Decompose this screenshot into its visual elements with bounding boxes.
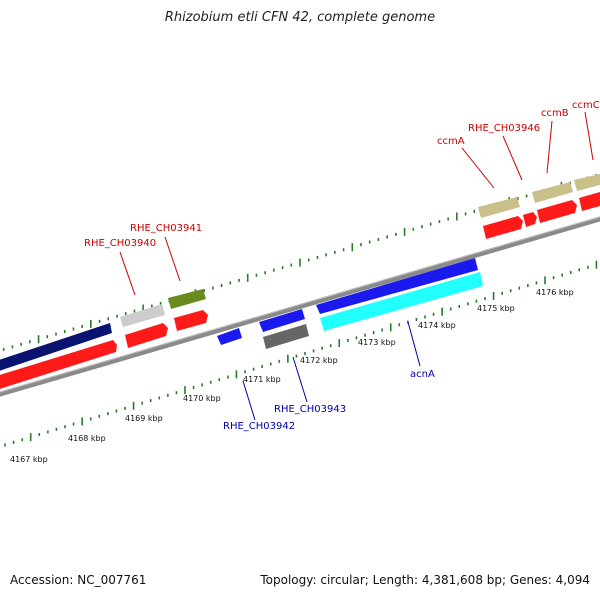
kbp-label-4174: 4174 kbp [418,321,456,330]
cds-forward-rhe-ch03941[interactable] [174,310,208,331]
topology-text: Topology: circular; Length: 4,381,608 bp… [260,573,590,587]
label-rhe-ch03941[interactable]: RHE_CH03941 [130,223,202,234]
leader-ccmC [584,111,594,161]
leader-ccmB [546,120,553,174]
label-rhe-ch03942[interactable]: RHE_CH03942 [223,421,295,432]
leader-rhe-ch03943 [292,356,308,403]
cds-forward-rhe-ch03946[interactable] [523,212,537,227]
gene-lightgray[interactable] [120,304,165,327]
kbp-label-4169: 4169 kbp [125,414,163,423]
leader-rhe-ch03940 [119,251,136,296]
kbp-label-4172: 4172 kbp [300,356,338,365]
gene-reverse-blue-rhe-ch03943[interactable] [259,309,305,332]
gene-reverse-blue-small[interactable] [217,328,242,345]
cds-forward-long[interactable] [0,340,117,392]
kbp-label-4170: 4170 kbp [183,394,221,403]
kbp-label-4176: 4176 kbp [536,288,574,297]
gene-khaki-ccmA[interactable] [478,197,520,218]
gene-reverse-cyan-acnA[interactable] [320,272,483,331]
gene-reverse-blue-acnA[interactable] [316,258,478,314]
accession-text: Accession: NC_007761 [10,573,147,587]
label-ccmC[interactable]: ccmC [572,100,600,111]
leader-ccmA [461,147,495,189]
cds-forward-ccmB[interactable] [537,200,577,223]
cds-forward-rhe-ch03940[interactable] [125,323,168,348]
genome-backbone [0,216,600,397]
kbp-label-4167: 4167 kbp [10,455,48,464]
gene-reverse-darkgray[interactable] [263,324,309,349]
label-rhe-ch03940[interactable]: RHE_CH03940 [84,238,156,249]
map-title: Rhizobium etli CFN 42, complete genome [164,10,436,25]
label-ccmA[interactable]: ccmA [437,136,465,147]
label-ccmB[interactable]: ccmB [541,108,569,119]
kbp-label-4175: 4175 kbp [477,304,515,313]
gene-olive-rhe-ch03941[interactable] [168,289,206,309]
gene-khaki-ccmC[interactable] [574,174,600,191]
cds-forward-ccmA[interactable] [483,216,523,239]
leader-rhe-ch03941 [164,236,181,282]
leader-acnA [407,321,421,367]
label-acnA[interactable]: acnA [410,369,435,380]
genome-backbone-highlight [0,216,600,393]
tick-row-lower [4,260,598,447]
leader-rhe-ch03942 [242,380,256,421]
kbp-label-4173: 4173 kbp [358,338,396,347]
gene-navy-forward[interactable] [0,323,112,374]
label-rhe-ch03946[interactable]: RHE_CH03946 [468,123,540,134]
label-rhe-ch03943[interactable]: RHE_CH03943 [274,404,346,415]
kbp-label-4171: 4171 kbp [243,375,281,384]
leader-rhe-ch03946 [502,135,523,181]
gene-khaki-ccmB[interactable] [532,182,573,203]
cds-forward-ccmC[interactable] [579,192,600,211]
kbp-label-4168: 4168 kbp [68,434,106,443]
